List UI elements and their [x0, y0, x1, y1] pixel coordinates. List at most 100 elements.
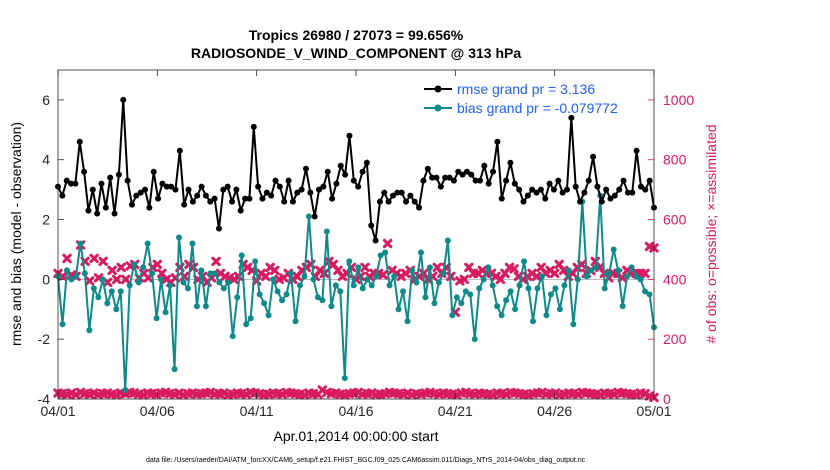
rmse-point: [229, 198, 236, 205]
bias-point: [453, 294, 460, 301]
bias-point: [588, 267, 595, 274]
rmse-point: [394, 189, 401, 196]
rmse-point: [198, 183, 205, 190]
rmse-point: [246, 195, 253, 202]
assimilated-obs-marker: [121, 274, 131, 285]
rmse-point: [172, 186, 179, 193]
rmse-point: [624, 189, 631, 196]
rmse-point: [120, 96, 127, 103]
rmse-point: [242, 195, 249, 202]
bias-point: [435, 279, 442, 286]
x-tick-label: 05/01: [636, 403, 671, 419]
rmse-point: [494, 138, 501, 145]
bias-point: [305, 213, 312, 220]
rmse-point: [176, 147, 183, 154]
bias-point: [140, 264, 147, 271]
plot-area: [58, 70, 654, 399]
assimilated-obs-marker: [509, 264, 519, 274]
rmse-point: [150, 168, 157, 175]
assimilated-obs-marker: [89, 253, 99, 264]
bias-point: [592, 264, 599, 271]
bias-point: [243, 321, 250, 328]
bias-point: [624, 273, 631, 280]
bias-point: [234, 294, 241, 301]
rmse-point: [146, 204, 153, 211]
bias-point: [565, 267, 572, 274]
legend-bias-marker: [434, 104, 442, 112]
bias-point: [270, 276, 277, 283]
bias-point: [476, 285, 483, 292]
x-tick-label: 04/01: [40, 403, 75, 419]
rmse-point: [224, 183, 231, 190]
rmse-point: [472, 177, 479, 184]
bias-point: [283, 291, 290, 298]
rmse-point: [459, 171, 466, 178]
rmse-point: [324, 168, 331, 175]
bias-point: [449, 312, 456, 319]
bias-point: [561, 282, 568, 289]
bias-point: [525, 285, 532, 292]
rmse-point: [420, 177, 427, 184]
rmse-point: [85, 207, 92, 214]
bias-point: [189, 240, 196, 247]
rmse-point: [363, 159, 370, 166]
rmse-point: [289, 198, 296, 205]
bias-point: [471, 336, 478, 343]
bias-point: [131, 261, 138, 268]
bias-point: [247, 315, 254, 322]
bias-point: [292, 318, 299, 325]
bias-point: [368, 282, 375, 289]
rmse-point: [603, 186, 610, 193]
rmse-point: [233, 186, 240, 193]
x-tick-label: 04/21: [438, 403, 473, 419]
rmse-point: [102, 204, 109, 211]
rmse-point: [537, 186, 544, 193]
rmse-point: [446, 174, 453, 181]
rmse-point: [98, 180, 105, 187]
bias-point: [158, 276, 165, 283]
rmse-point: [490, 168, 497, 175]
rmse-point: [133, 192, 140, 199]
rmse-point: [372, 237, 379, 244]
bias-point: [256, 291, 263, 298]
rmse-point: [550, 186, 557, 193]
bias-point: [516, 282, 523, 289]
rmse-point: [577, 198, 584, 205]
bias-point: [149, 270, 156, 277]
bias-point: [395, 306, 402, 313]
bias-point: [480, 276, 487, 283]
rmse-point: [255, 183, 262, 190]
bias-point: [72, 273, 79, 280]
x-axis-label: Apr.01,2014 00:00:00 start: [273, 428, 438, 444]
bias-point: [252, 258, 259, 265]
footnote: data file: /Users/raeder/DAI/ATM_forcXX/…: [146, 457, 586, 464]
rmse-point: [168, 183, 175, 190]
legend: rmse grand pr = 3.136 bias grand pr = -0…: [424, 81, 618, 116]
bias-point: [570, 321, 577, 328]
rmse-point: [503, 177, 510, 184]
x-tick-label: 04/06: [140, 403, 175, 419]
assimilated-obs-marker: [84, 276, 95, 286]
assimilated-obs-marker: [152, 259, 163, 270]
bias-point: [498, 312, 505, 319]
assimilated-obs-marker: [270, 265, 280, 276]
bias-point: [220, 285, 227, 292]
bias-point: [628, 264, 635, 271]
bias-point: [167, 282, 174, 289]
bias-point: [175, 234, 182, 241]
rmse-point: [294, 189, 301, 196]
rmse-point: [72, 180, 79, 187]
bias-point: [314, 294, 321, 301]
bias-point: [462, 288, 469, 295]
assimilated-obs-marker: [98, 256, 108, 267]
rmse-point: [276, 183, 283, 190]
rmse-point: [529, 186, 536, 193]
bias-point: [400, 288, 407, 295]
bias-point: [288, 270, 295, 277]
rmse-point: [94, 210, 101, 217]
rmse-point: [620, 177, 627, 184]
assimilated-obs-marker: [459, 274, 470, 285]
y-axis-right-label: # of obs: o=possible; ×=assimilated: [703, 124, 719, 343]
bias-point: [440, 270, 447, 277]
rmse-point: [137, 189, 144, 196]
